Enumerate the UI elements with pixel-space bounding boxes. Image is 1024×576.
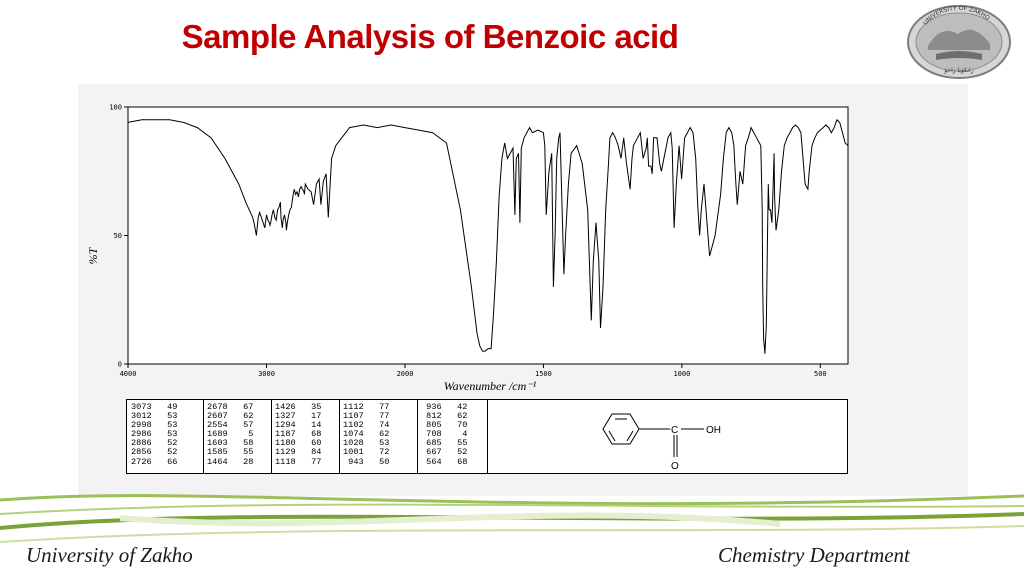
peak-row: 1327 17 <box>275 411 322 422</box>
peak-column-divider <box>487 400 488 473</box>
y-axis-label: %T <box>86 246 100 264</box>
peak-row: 1028 53 <box>343 438 390 449</box>
structure-oxygen-label: O <box>671 461 679 472</box>
peak-row: 2726 66 <box>131 456 178 467</box>
peak-row: 1464 28 <box>207 456 254 467</box>
peak-row: 685 55 <box>421 438 468 449</box>
peak-row: 708 4 <box>421 429 468 440</box>
x-tick-label: 3000 <box>258 370 275 378</box>
footer-department: Chemistry Department <box>718 543 910 567</box>
peak-row: 3012 53 <box>131 411 178 422</box>
y-tick-label: 100 <box>109 104 122 112</box>
peak-column: 2678 67 2607 62 2554 57 1689 5 1603 58 1585 5… <box>207 402 254 471</box>
x-tick-label: 1000 <box>673 370 690 378</box>
peak-row: 2554 57 <box>207 420 254 431</box>
peak-column-divider <box>417 400 418 473</box>
peak-row: 2856 52 <box>131 447 178 458</box>
peak-row: 1426 35 <box>275 402 322 412</box>
peak-column-divider <box>271 400 272 473</box>
peak-row: 2607 62 <box>207 411 254 422</box>
peak-row: 1180 60 <box>275 438 322 449</box>
peak-row: 2986 53 <box>131 429 178 440</box>
peak-row: 812 62 <box>421 411 468 422</box>
peak-row: 1603 58 <box>207 438 254 449</box>
peak-row: 1102 74 <box>343 420 390 431</box>
peak-row: 1187 68 <box>275 429 322 440</box>
plot-area: 4000 3000 2000 1500 1000 500100500Wavenumber … <box>86 104 849 393</box>
peak-row: 1112 77 <box>343 402 390 412</box>
peak-row: 667 52 <box>421 447 468 458</box>
x-axis-label: Wavenumber /cm⁻¹ <box>444 379 537 393</box>
logo-bottom-text: زانكۆيا زاخۆ <box>943 67 974 74</box>
plot-frame <box>127 106 849 365</box>
footer-swoosh <box>0 494 1024 543</box>
peak-column: 1426 35 1327 17 1294 14 1187 68 1180 60 1129 … <box>275 402 322 471</box>
university-logo: UNIVERSITY OF ZAKHO زانكۆيا زاخۆ <box>907 5 1011 79</box>
peak-row: 2886 52 <box>131 438 178 449</box>
spectrum-line <box>127 118 849 354</box>
slide-title: Sample Analysis of Benzoic acid <box>181 18 679 55</box>
peak-table: 3073 49 3012 53 2998 53 2986 53 2886 52 2856 … <box>126 399 848 474</box>
x-tick-label: 2000 <box>397 370 414 378</box>
peak-column: 3073 49 3012 53 2998 53 2986 53 2886 52 2856 … <box>131 402 178 471</box>
y-tick-label: 50 <box>114 232 122 240</box>
peak-column: 1112 77 1107 77 1102 74 1074 62 1028 53 1001 … <box>343 402 390 471</box>
peak-row: 3073 49 <box>131 402 178 412</box>
structure-oh-label: OH <box>706 425 721 436</box>
peak-row: 1107 77 <box>343 411 390 422</box>
peak-row: 936 42 <box>421 402 468 412</box>
peak-row: 2998 53 <box>131 420 178 431</box>
peak-row: 564 68 <box>421 456 468 467</box>
peak-row: 2678 67 <box>207 402 254 412</box>
peak-row: 1001 72 <box>343 447 390 458</box>
peak-column-divider <box>339 400 340 473</box>
peak-row: 1585 55 <box>207 447 254 458</box>
peak-column: 936 42 812 62 805 70 708 4 685 55 667 52… <box>421 402 468 471</box>
peak-row: 1129 84 <box>275 447 322 458</box>
x-tick-label: 1500 <box>535 370 552 378</box>
peak-row: 1118 77 <box>275 456 322 467</box>
footer-university: University of Zakho <box>26 543 193 567</box>
peak-row: 1689 5 <box>207 429 254 440</box>
peak-row: 1074 62 <box>343 429 390 440</box>
peak-row: 943 50 <box>343 456 390 467</box>
peak-row: 1294 14 <box>275 420 322 431</box>
peak-row: 805 70 <box>421 420 468 431</box>
structure-carbon-label: C <box>671 425 678 436</box>
y-tick-label: 0 <box>118 361 122 369</box>
ir-spectrum-chart: 4000 3000 2000 1500 1000 500100500Wavenumber … <box>86 104 849 393</box>
x-tick-label: 4000 <box>120 370 137 378</box>
x-tick-label: 500 <box>814 370 827 378</box>
benzoic-acid-structure: C OH O <box>602 413 721 472</box>
peak-column-divider <box>203 400 204 473</box>
